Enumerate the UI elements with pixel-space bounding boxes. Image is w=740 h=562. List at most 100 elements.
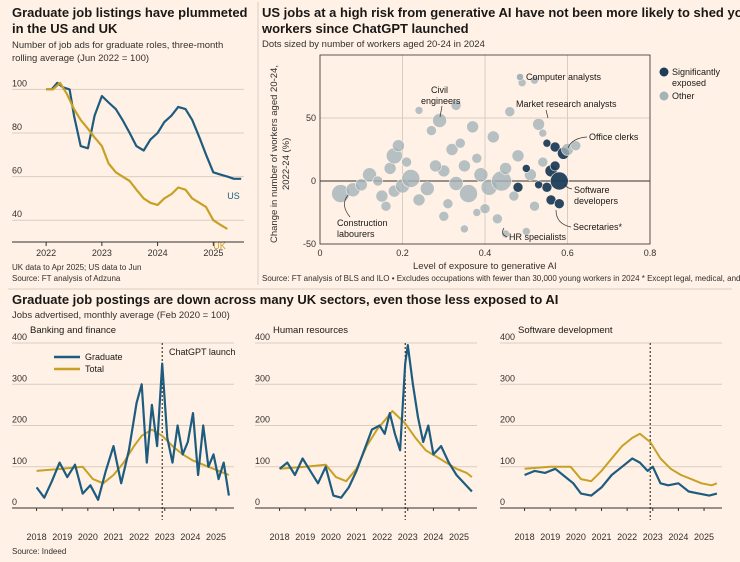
leader-market <box>545 109 549 119</box>
panel-title: Software development <box>518 325 613 336</box>
y-tick-50: 50 <box>306 113 316 123</box>
x-tick-2018: 2018 <box>515 532 535 542</box>
series-us-line <box>46 81 242 180</box>
scatter-point <box>549 141 561 153</box>
y-tick-200: 200 <box>12 415 27 425</box>
y-tick-200: 200 <box>500 415 515 425</box>
chart-subtitle-line1: Number of job ads for graduate roles, th… <box>12 40 223 51</box>
y-tick-100: 100 <box>12 78 27 88</box>
x-tick-0: 0 <box>317 248 322 258</box>
series-label-us: US <box>227 191 240 201</box>
x-tick-2023: 2023 <box>398 532 418 542</box>
leader-secretaries <box>555 209 572 228</box>
annotation-secretaries: Secretaries* <box>573 222 623 232</box>
scatter-point <box>460 224 469 234</box>
scatter-point <box>354 178 368 192</box>
sector-postings-chart: Graduate job postings are down across ma… <box>8 288 732 556</box>
event-label: ChatGPT launch <box>169 347 235 357</box>
scatter-point <box>530 75 539 85</box>
series-uk-line <box>46 81 228 230</box>
total-line <box>36 428 230 485</box>
scatter-point <box>491 170 512 192</box>
scatter-point <box>532 118 545 131</box>
scatter-point <box>542 138 552 148</box>
y-tick-200: 200 <box>255 415 270 425</box>
x-tick-2025: 2025 <box>203 248 223 258</box>
chart-title-line1: Graduate job listings have plummeted <box>12 5 248 20</box>
scatter-legend: Significantly exposed Other <box>659 67 721 101</box>
scatter-point <box>511 149 525 163</box>
scatter-title-line1: US jobs at a high risk from generative A… <box>262 5 740 20</box>
sector-subtitle: Jobs advertised, monthly average (Feb 20… <box>12 310 230 321</box>
scatter-point <box>426 125 437 136</box>
y-tick-0: 0 <box>255 497 260 507</box>
x-tick-2019: 2019 <box>540 532 560 542</box>
total-line <box>279 410 473 483</box>
scatter-point <box>429 159 442 173</box>
legend-exposed-line2: exposed <box>672 78 706 88</box>
scatter-points <box>331 75 582 239</box>
scatter-point <box>534 180 543 190</box>
x-tick-2019: 2019 <box>295 532 315 542</box>
scatter-point <box>412 193 426 207</box>
panel-software-development: Software development 0 100 200 300 400 2018 201… <box>500 325 722 542</box>
scatter-title-line2: workers since ChatGPT launched <box>261 21 469 36</box>
annotation-software: Software <box>574 185 610 195</box>
x-tick-2022: 2022 <box>372 532 392 542</box>
y-tick-400: 400 <box>255 332 270 342</box>
y-tick-0: 0 <box>500 497 505 507</box>
scatter-source: Source: FT analysis of BLS and ILO • Exc… <box>262 274 740 283</box>
scatter-point <box>473 167 489 182</box>
chart-title-line2: in the US and UK <box>12 21 118 36</box>
leader-office <box>567 136 588 149</box>
scatter-point <box>380 200 392 212</box>
x-tick-2023: 2023 <box>643 532 663 542</box>
legend-total-label: Total <box>85 364 104 374</box>
scatter-point <box>538 128 548 138</box>
x-tick-0.4: 0.4 <box>479 248 492 258</box>
sector-title: Graduate job postings are down across ma… <box>12 292 558 307</box>
scatter-point <box>375 189 389 203</box>
y-tick-80: 80 <box>12 122 22 132</box>
scatter-point <box>445 143 459 156</box>
legend-other-label: Other <box>672 91 695 101</box>
scatter-point <box>454 137 466 149</box>
x-tick-2020: 2020 <box>566 532 586 542</box>
graduate-line <box>35 362 230 501</box>
scatter-point <box>401 169 421 188</box>
x-tick-2018: 2018 <box>270 532 290 542</box>
y-tick-100: 100 <box>255 456 270 466</box>
scatter-point <box>479 203 491 214</box>
scatter-point <box>472 208 482 217</box>
y-tick-300: 300 <box>500 373 515 383</box>
x-tick-labels: 2022 2023 2024 2025 <box>36 242 223 258</box>
scatter-point <box>549 160 561 172</box>
scatter-point <box>529 200 540 212</box>
annotation-labourers: labourers <box>337 229 375 239</box>
sector-panels: Banking and finance 0 100 200 300 400 2018 2019… <box>12 325 722 542</box>
x-tick-0.6: 0.6 <box>561 248 574 258</box>
annotation-construction: Construction <box>337 218 388 228</box>
panel-banking-and-finance: Banking and finance 0 100 200 300 400 2018 2019… <box>12 325 234 542</box>
x-tick-2021: 2021 <box>346 532 366 542</box>
x-tick-2025: 2025 <box>449 532 469 542</box>
y-tick-100: 100 <box>12 456 27 466</box>
scatter-point <box>458 159 471 173</box>
legend-other-swatch <box>659 91 669 101</box>
annotation-civil: Civil <box>431 85 448 95</box>
sector-source: Source: Indeed <box>12 547 66 556</box>
y-tick-100: 100 <box>500 456 515 466</box>
y-tick-0: 0 <box>311 176 316 186</box>
series-lines: US UK <box>46 81 242 251</box>
scatter-point <box>553 198 565 209</box>
scatter-point <box>419 181 435 196</box>
y-tick-0: 0 <box>12 497 17 507</box>
scatter-xlabel: Level of exposure to generative AI <box>413 261 557 272</box>
x-tick-2023: 2023 <box>92 248 112 258</box>
x-tick-2022: 2022 <box>129 532 149 542</box>
legend-graduate-label: Graduate <box>85 352 123 362</box>
scatter-point <box>471 153 483 164</box>
scatter-point <box>362 167 377 182</box>
panel-human-resources: Human resources 0 100 200 300 400 2018 2019 2020… <box>255 325 477 542</box>
